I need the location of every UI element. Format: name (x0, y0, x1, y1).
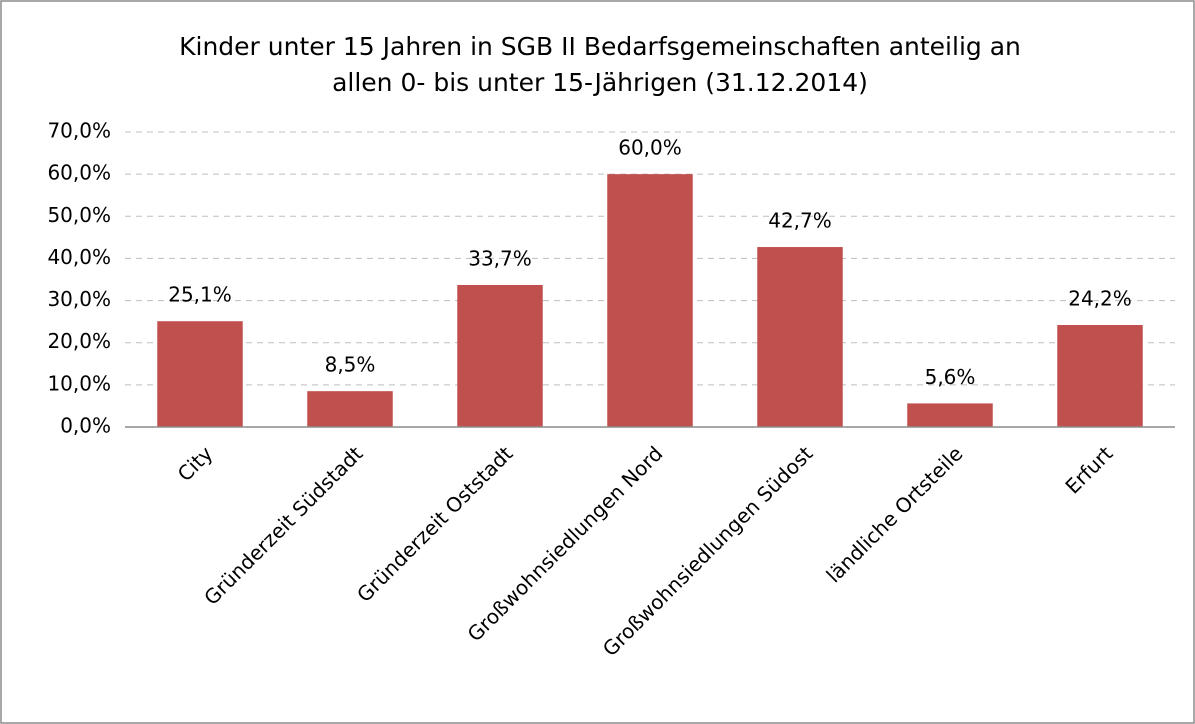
y-tick-label: 60,0% (47, 161, 111, 185)
bar (757, 247, 843, 427)
data-label: 8,5% (325, 353, 376, 377)
data-label: 5,6% (925, 365, 976, 389)
bar (157, 321, 243, 427)
bar (907, 403, 993, 427)
bar (307, 391, 393, 427)
y-tick-label: 0,0% (60, 414, 111, 438)
chart-title: allen 0- bis unter 15-Jährigen (31.12.20… (332, 68, 868, 97)
data-label: 25,1% (168, 283, 232, 307)
y-tick-label: 30,0% (47, 287, 111, 311)
data-label: 42,7% (768, 209, 832, 233)
y-tick-label: 50,0% (47, 203, 111, 227)
data-label: 24,2% (1068, 287, 1132, 311)
data-label: 33,7% (468, 246, 532, 270)
y-tick-label: 10,0% (47, 371, 111, 395)
y-tick-label: 20,0% (47, 329, 111, 353)
bar (457, 284, 543, 427)
data-label: 60,0% (618, 136, 682, 160)
chart-title: Kinder unter 15 Jahren in SGB II Bedarfs… (179, 32, 1021, 61)
bar (607, 174, 693, 427)
bar (1057, 325, 1143, 427)
y-tick-label: 40,0% (47, 245, 111, 269)
y-tick-label: 70,0% (47, 119, 111, 143)
